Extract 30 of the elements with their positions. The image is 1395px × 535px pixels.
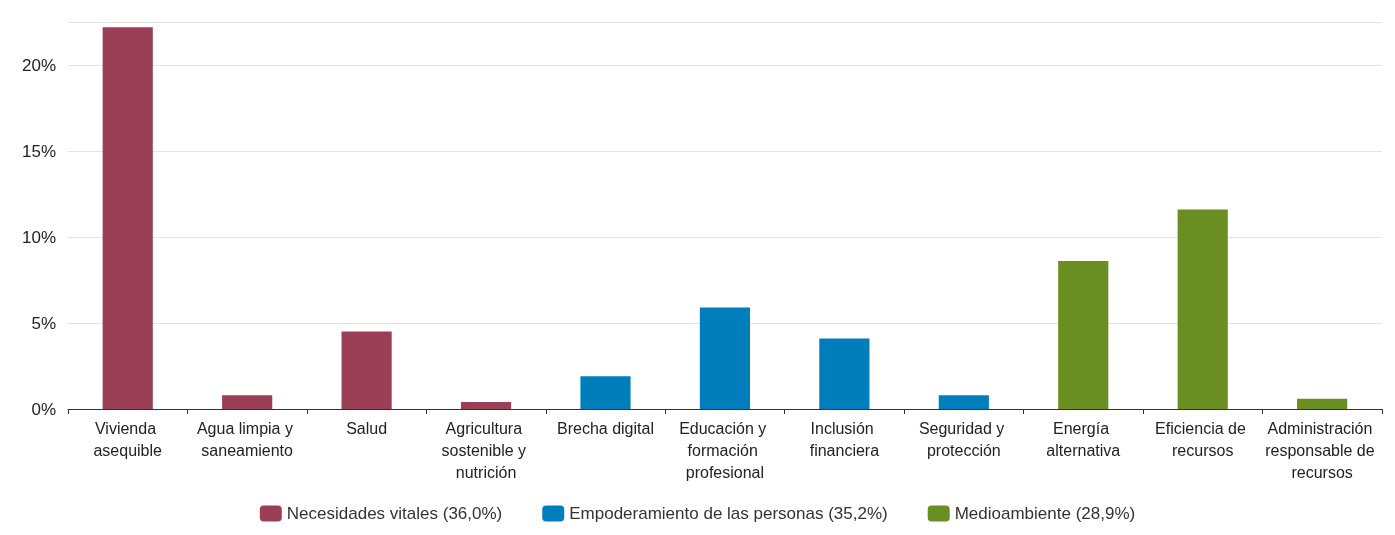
bar — [580, 376, 631, 409]
x-tick-label: Salud — [346, 419, 388, 437]
x-tick-label: Vivienda asequible — [93, 419, 163, 459]
bar — [102, 27, 153, 409]
bar — [460, 402, 512, 409]
x-tick-label: Agricultura sostenible y nutrición — [441, 419, 531, 481]
bar — [1297, 398, 1348, 409]
y-tick-label: 20% — [21, 55, 56, 75]
legend-label: Empoderamiento de las personas (35,2%) — [569, 504, 888, 523]
y-tick-label: 5% — [31, 313, 56, 333]
x-tick-label: Brecha digital — [557, 419, 654, 437]
x-tick-label: Eficiencia de recursos — [1155, 419, 1251, 459]
x-tick-label: Seguridad y protección — [918, 419, 1009, 459]
x-tick-label: Energía alternativa — [1046, 419, 1121, 459]
y-tick-label: 0% — [31, 399, 56, 419]
legend-label: Necesidades vitales (36,0%) — [286, 504, 503, 523]
bar — [699, 307, 751, 409]
y-tick-label: 15% — [21, 141, 56, 161]
x-tick-label: Agua limpia y saneamiento — [196, 419, 298, 459]
x-tick-label: Educación y formación profesional — [679, 419, 771, 481]
bar — [819, 338, 870, 409]
legend-label: Medioambiente (28,9%) — [954, 504, 1136, 523]
bar — [222, 395, 273, 409]
bar — [1058, 261, 1109, 409]
x-tick-label: Administración responsable de recursos — [1265, 419, 1380, 481]
bar — [1177, 209, 1228, 409]
bar — [938, 395, 989, 409]
x-tick-label: Inclusión financiera — [809, 419, 880, 459]
bar — [341, 331, 392, 409]
y-tick-label: 10% — [21, 227, 56, 247]
